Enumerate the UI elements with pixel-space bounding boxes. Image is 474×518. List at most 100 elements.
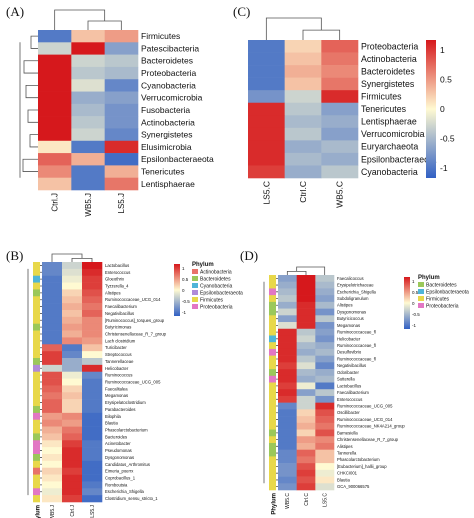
heatmap-cell <box>62 495 83 503</box>
row-label: Tenericutes <box>361 104 407 114</box>
phylum-legend-swatch <box>192 297 198 302</box>
phylum-cell <box>33 481 40 489</box>
row-label: Bacteroidetes <box>361 66 415 76</box>
phylum-cell <box>269 476 276 484</box>
row-label: Helicobacter <box>105 366 129 371</box>
column-label: WB5.J <box>50 505 56 518</box>
phylum-cell <box>269 308 276 316</box>
heatmap-cell <box>62 385 83 393</box>
column-dendrogram <box>54 9 122 30</box>
heatmap-cell <box>284 52 322 66</box>
heatmap-cell <box>42 467 63 475</box>
phylum-cell <box>33 268 40 277</box>
heatmap-cell <box>62 310 83 318</box>
row-label: Faecalibacterium <box>337 390 369 395</box>
heatmap-cell <box>38 54 72 68</box>
heatmap-cell <box>278 389 297 397</box>
row-label: CHKCI001 <box>337 471 358 476</box>
heatmap-cell <box>315 362 335 370</box>
heatmap-cell <box>42 412 63 421</box>
heatmap-cell <box>296 389 316 397</box>
heatmap-cell <box>82 488 103 496</box>
heatmap-cell <box>104 79 139 92</box>
heatmap-cell <box>296 409 316 417</box>
phylum-cell <box>269 463 276 471</box>
heatmap-cell <box>315 463 335 471</box>
phylum-cell <box>269 301 276 309</box>
dendrogram-branch <box>30 35 38 49</box>
phylum-cell <box>269 315 276 323</box>
row-label: Enterococcus <box>337 397 362 402</box>
phylum-cell <box>33 474 40 482</box>
phylum-cell <box>269 275 276 283</box>
phylum-cell <box>269 442 276 450</box>
column-label: Ctrl.C <box>304 493 310 506</box>
heatmap-cell <box>296 369 316 377</box>
row-label: Erysipelatoclostridium <box>105 400 146 405</box>
dendrogram-branch <box>296 266 326 275</box>
row-label: Alistipes <box>105 290 121 295</box>
phylum-legend-item: Firmicutes <box>426 297 450 303</box>
heatmap-cell <box>62 344 83 352</box>
heatmap-cell <box>38 42 72 55</box>
heatmap-cell <box>248 77 285 91</box>
color-scale-tick: 0 <box>440 104 445 114</box>
heatmap-cell <box>296 463 316 471</box>
heatmap-cell <box>82 385 103 393</box>
phylum-cell <box>269 375 276 383</box>
heatmap-cell <box>278 301 297 309</box>
heatmap-cell <box>42 275 63 283</box>
row-label: Desulfovibrio <box>337 350 362 355</box>
heatmap-cell <box>321 77 359 91</box>
column-dendrogram <box>265 17 341 40</box>
heatmap-cell <box>315 409 335 417</box>
heatmap-cell <box>284 165 322 179</box>
heatmap-cell <box>42 488 63 496</box>
phylum-annotation-strip <box>269 275 276 491</box>
heatmap-cell <box>38 140 72 154</box>
heatmap-cell <box>296 301 316 309</box>
phylum-legend: Phylum ActinobacteriaBacteroidetesCyanoba… <box>192 262 243 311</box>
heatmap-cell <box>278 409 297 417</box>
row-label: Coprobacillus_1 <box>105 475 136 480</box>
heatmap-cell <box>71 91 105 105</box>
column-dendrogram <box>51 253 93 262</box>
panel-letter-a: (A) <box>6 4 24 19</box>
heatmap-cell <box>82 392 103 400</box>
heatmap-cell <box>278 335 297 343</box>
heatmap-cell <box>42 316 63 325</box>
heatmap-cell <box>278 429 297 437</box>
heatmap-cell <box>62 378 83 386</box>
heatmap-cell <box>71 42 105 55</box>
color-scale-tick: 0.5 <box>182 277 189 282</box>
color-scale-tick: -0.5 <box>182 299 190 304</box>
heatmap-cell <box>42 378 63 386</box>
heatmap-cell <box>315 275 335 283</box>
heatmap-panel-d: Faecalicoccus ErysipelotrichaceaeEscheric… <box>263 266 469 515</box>
heatmap-cell <box>42 337 63 345</box>
row-label: Lach clostridium <box>105 338 136 343</box>
heatmap-cell <box>62 323 83 331</box>
row-label: Christensenellaceae_R_7_group <box>105 331 167 336</box>
heatmap-cell <box>284 152 322 166</box>
heatmap-cell <box>315 382 335 390</box>
heatmap-cell <box>296 469 316 477</box>
heatmap-cell <box>82 371 103 379</box>
phylum-cell <box>33 447 40 455</box>
phylum-cell <box>33 419 40 427</box>
color-scale-tick: 1 <box>412 279 415 284</box>
heatmap-cell <box>104 177 139 191</box>
heatmap-cell <box>284 127 322 141</box>
heatmap-cell <box>315 476 335 484</box>
heatmap-cell <box>42 323 63 331</box>
column-label: LS5.C <box>322 493 328 507</box>
phylum-cell <box>269 355 276 363</box>
heatmap-cell <box>278 275 297 283</box>
heatmap-cell <box>315 369 335 377</box>
heatmap-cell <box>42 440 63 448</box>
heatmap-cell <box>278 328 297 336</box>
heatmap-cell <box>42 310 63 318</box>
row-label: Oscillibacter <box>337 410 360 415</box>
phylum-axis-label: Phylum <box>272 493 278 515</box>
heatmap-cell <box>278 476 297 484</box>
